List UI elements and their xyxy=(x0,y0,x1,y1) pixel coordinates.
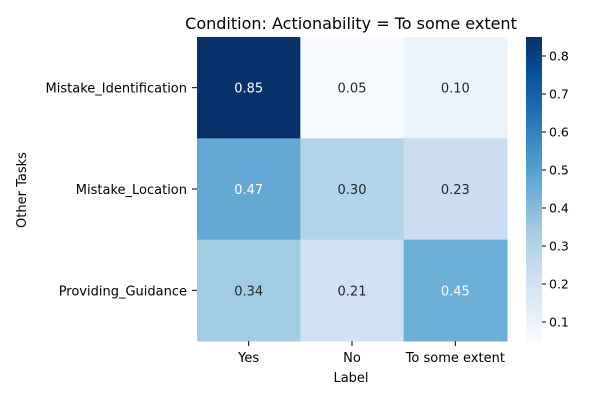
heatmap-cell xyxy=(197,239,301,342)
colorbar-tick-label: 0.8 xyxy=(549,49,569,64)
cell-value-label: 0.23 xyxy=(441,183,470,198)
cell-value-label: 0.21 xyxy=(338,284,367,299)
colorbar-tick-label: 0.5 xyxy=(549,163,569,178)
heatmap-cell xyxy=(300,37,405,139)
heatmap-cell xyxy=(403,138,508,241)
cell-value-label: 0.34 xyxy=(234,284,263,299)
cell-value-label: 0.85 xyxy=(234,82,263,97)
colorbar-tick-label: 0.6 xyxy=(549,125,569,140)
y-axis: Mistake_Identification Mistake_Location Pr… xyxy=(46,82,197,299)
colorbar-tick-label: 0.7 xyxy=(549,87,569,102)
colorbar-tick-label: 0.4 xyxy=(549,201,569,216)
y-tick-label: Mistake_Identification xyxy=(46,82,187,97)
cell-value-label: 0.30 xyxy=(338,183,367,198)
colorbar-tick-label: 0.2 xyxy=(549,277,569,292)
y-tick-label: Providing_Guidance xyxy=(59,284,187,299)
heatmap-cell xyxy=(403,239,508,342)
x-axis: Yes No To some extent xyxy=(237,341,505,366)
cell-value-label: 0.45 xyxy=(441,284,470,299)
cell-value-label: 0.47 xyxy=(234,183,263,198)
colorbar xyxy=(526,37,542,341)
heatmap-cell xyxy=(300,239,405,342)
x-tick-label: No xyxy=(343,351,361,366)
heatmap-cell xyxy=(197,138,301,241)
heatmap-cells xyxy=(197,37,508,342)
x-tick-label: To some extent xyxy=(405,351,505,366)
cell-value-label: 0.10 xyxy=(441,82,470,97)
x-axis-label: Label xyxy=(333,371,368,386)
heatmap-cell xyxy=(403,37,508,139)
colorbar-ticks: 0.1 0.2 0.3 0.4 0.5 0.6 0.7 0.8 xyxy=(542,49,569,330)
chart-title: Condition: Actionability = To some exten… xyxy=(185,14,517,33)
x-tick-label: Yes xyxy=(237,351,259,366)
colorbar-tick-label: 0.1 xyxy=(549,315,569,330)
heatmap-cell xyxy=(197,37,301,139)
y-tick-label: Mistake_Location xyxy=(76,183,187,198)
cell-value-label: 0.05 xyxy=(338,82,367,97)
heatmap-cell-labels: 0.85 0.05 0.10 0.47 0.30 0.23 0.34 0.21 0.45 xyxy=(234,82,470,300)
colorbar-tick-label: 0.3 xyxy=(549,239,569,254)
heatmap-cell xyxy=(300,138,405,241)
y-axis-label: Other Tasks xyxy=(15,152,30,228)
